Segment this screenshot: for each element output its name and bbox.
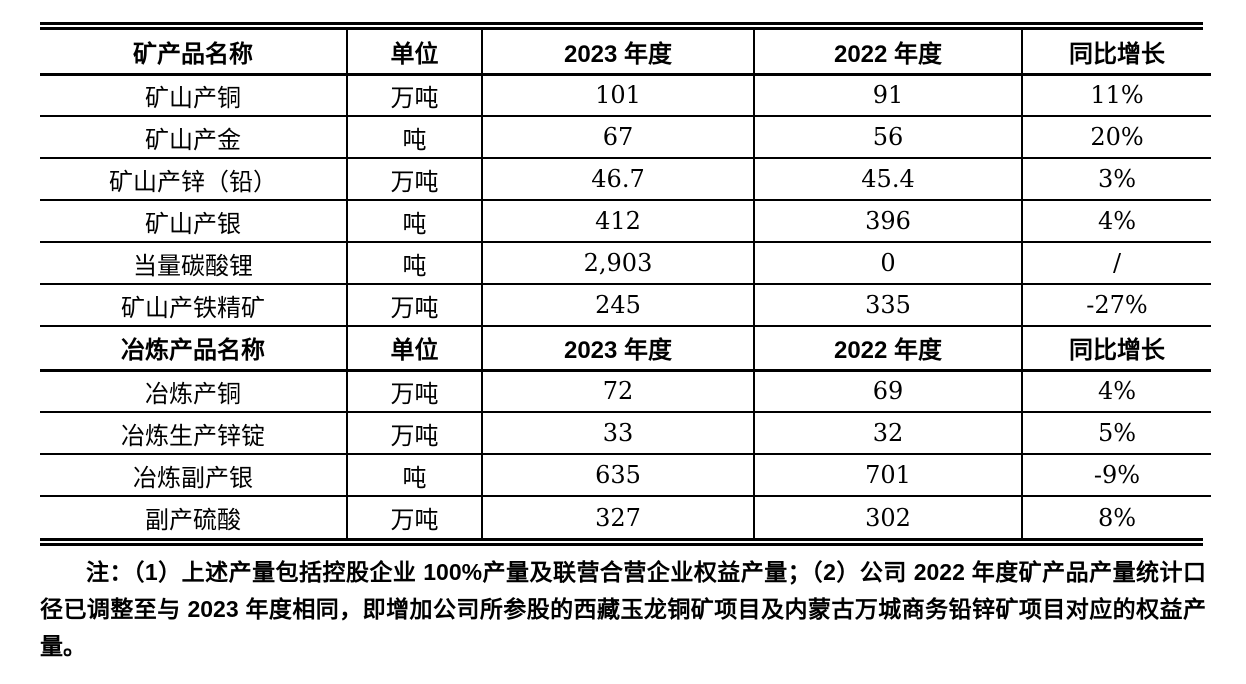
- table-cell: 701: [753, 454, 1023, 497]
- table-cell: 吨: [346, 454, 483, 497]
- table-cell: 635: [481, 454, 755, 497]
- smelting-header-row: 冶炼产品名称 单位 2023 年度 2022 年度 同比增长: [40, 326, 1211, 372]
- production-table-body: 矿产品名称 单位 2023 年度 2022 年度 同比增长 矿山产铜 万吨 101 91 11% 矿…: [40, 30, 1211, 538]
- table-cell: 万吨: [346, 370, 483, 413]
- table-cell: 101: [481, 74, 755, 117]
- table-row: 冶炼副产银吨 635 701 -9%: [40, 454, 1211, 497]
- table-note: 注：（1）上述产量包括控股企业 100%产量及联营合营企业权益产量；（2）公司 …: [40, 559, 1206, 659]
- table-cell: 万吨: [346, 496, 483, 538]
- table-cell: 302: [753, 496, 1023, 538]
- table-row: 矿山产金吨 67 56 20%: [40, 116, 1211, 159]
- table-cell: 69: [753, 370, 1023, 413]
- header-cell: 2022 年度: [753, 326, 1023, 372]
- production-table: 矿产品名称 单位 2023 年度 2022 年度 同比增长 矿山产铜 万吨 101 91 11% 矿…: [40, 22, 1211, 546]
- table-row: 当量碳酸锂吨 2,903 0/: [40, 242, 1211, 285]
- table-cell: 5%: [1021, 412, 1211, 455]
- table-cell: 56: [753, 116, 1023, 159]
- table-cell: 72: [481, 370, 755, 413]
- table-cell: 412: [481, 200, 755, 243]
- table-cell: 45.4: [753, 158, 1023, 201]
- table-row: 矿山产锌（铅） 万吨 46.7 45.4 3%: [40, 158, 1211, 201]
- table-cell: 8%: [1021, 496, 1211, 538]
- header-cell: 同比增长: [1021, 326, 1211, 372]
- table-cell: 0: [753, 242, 1023, 285]
- header-cell: 2023 年度: [481, 326, 755, 372]
- table-cell: 3%: [1021, 158, 1211, 201]
- table-row: 副产硫酸 万吨 327 302 8%: [40, 496, 1211, 538]
- table-row: 矿山产银吨 412 396 4%: [40, 200, 1211, 243]
- table-cell: 万吨: [346, 284, 483, 327]
- table-cell: -27%: [1021, 284, 1211, 327]
- table-cell: 矿山产铜: [40, 74, 348, 117]
- table-row: 冶炼产铜 万吨 72 69 4%: [40, 370, 1211, 413]
- header-cell: 2022 年度: [753, 30, 1023, 76]
- table-cell: 91: [753, 74, 1023, 117]
- table-cell: 33: [481, 412, 755, 455]
- table-cell: 冶炼生产锌锭: [40, 412, 348, 455]
- table-cell: -9%: [1021, 454, 1211, 497]
- table-cell: 11%: [1021, 74, 1211, 117]
- table-cell: 矿山产铁精矿: [40, 284, 348, 327]
- table-cell: 副产硫酸: [40, 496, 348, 538]
- header-cell: 单位: [346, 326, 483, 372]
- table-cell: 吨: [346, 242, 483, 285]
- table-cell: 吨: [346, 116, 483, 159]
- table-row: 冶炼生产锌锭 万吨 33 32 5%: [40, 412, 1211, 455]
- table-row: 矿山产铁精矿 万吨 245 335 -27%: [40, 284, 1211, 327]
- table-cell: 20%: [1021, 116, 1211, 159]
- table-cell: 冶炼产铜: [40, 370, 348, 413]
- table-cell: 2,903: [481, 242, 755, 285]
- table-cell: 32: [753, 412, 1023, 455]
- table-cell: 冶炼副产银: [40, 454, 348, 497]
- table-cell: 吨: [346, 200, 483, 243]
- mineral-header-row: 矿产品名称 单位 2023 年度 2022 年度 同比增长: [40, 30, 1211, 76]
- table-cell: 327: [481, 496, 755, 538]
- header-cell: 同比增长: [1021, 30, 1211, 76]
- table-cell: 当量碳酸锂: [40, 242, 348, 285]
- table-cell: 245: [481, 284, 755, 327]
- table-cell: 67: [481, 116, 755, 159]
- table-cell: 396: [753, 200, 1023, 243]
- table-cell: 万吨: [346, 412, 483, 455]
- header-cell: 冶炼产品名称: [40, 326, 348, 372]
- table-cell: 335: [753, 284, 1023, 327]
- table-cell: 矿山产锌（铅）: [40, 158, 348, 201]
- table-cell: /: [1021, 242, 1211, 285]
- table-cell: 4%: [1021, 200, 1211, 243]
- table-cell: 46.7: [481, 158, 755, 201]
- production-table-grid: 矿产品名称 单位 2023 年度 2022 年度 同比增长 矿山产铜 万吨 101 91 11% 矿…: [40, 30, 1211, 538]
- table-cell: 4%: [1021, 370, 1211, 413]
- table-cell: 矿山产银: [40, 200, 348, 243]
- header-cell: 矿产品名称: [40, 30, 348, 76]
- header-cell: 2023 年度: [481, 30, 755, 76]
- table-cell: 万吨: [346, 158, 483, 201]
- header-cell: 单位: [346, 30, 483, 76]
- table-row: 矿山产铜 万吨 101 91 11%: [40, 74, 1211, 117]
- table-cell: 矿山产金: [40, 116, 348, 159]
- table-cell: 万吨: [346, 74, 483, 117]
